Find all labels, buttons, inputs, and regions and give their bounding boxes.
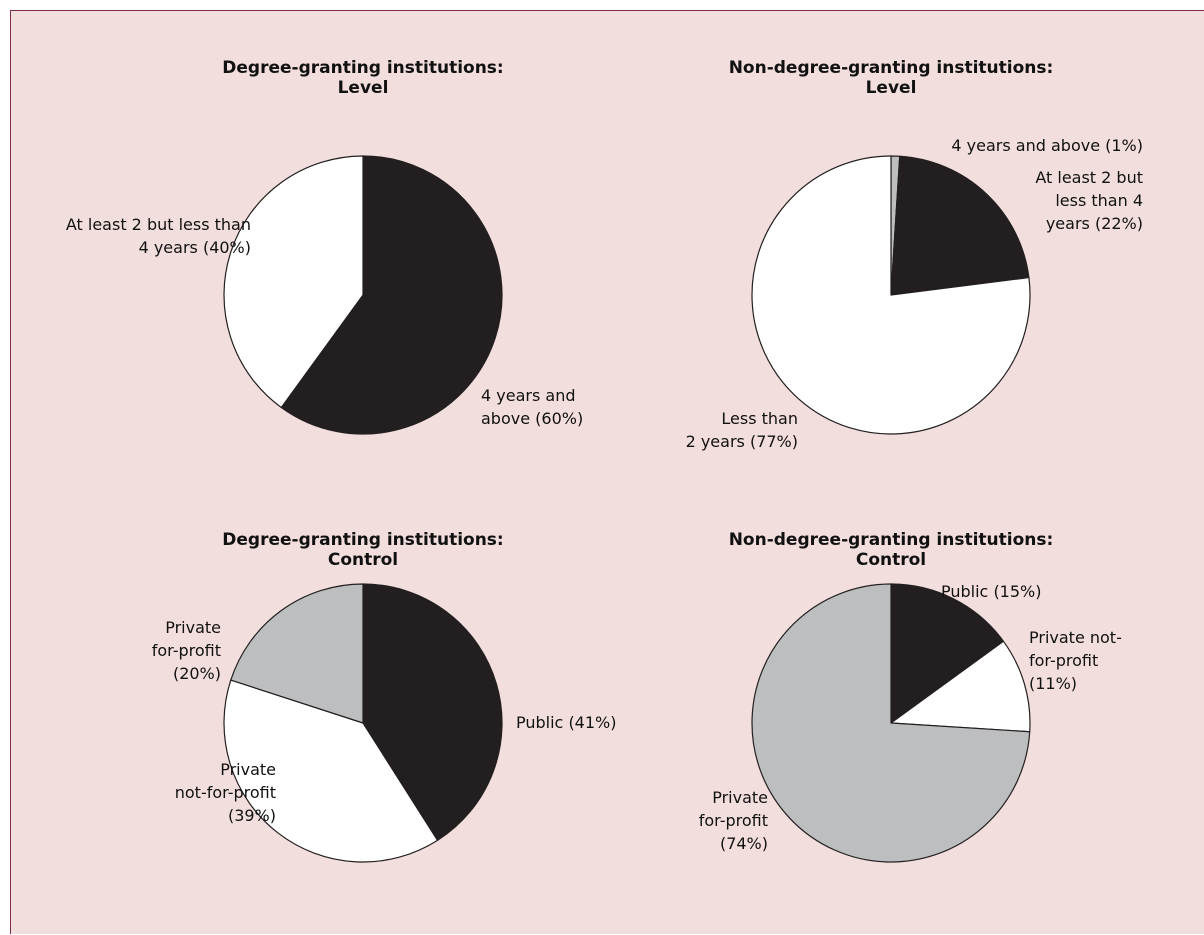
pie-slice-private-not-for-profit — [890, 640, 1031, 733]
pie-slice-private-for-profit — [751, 583, 1031, 863]
pie-slice-public — [890, 583, 1005, 724]
pie-chart-3: Degree-granting institutions:Control Publ… — [152, 530, 616, 863]
slice-label-at-least-2-but-less-than-4-years: At least 2 but less than 4 years (40%) — [66, 215, 251, 257]
slice-label-private-for-profit: Private for-profit (74%) — [699, 788, 768, 853]
chart-title-line: Degree-granting institutions: — [222, 530, 503, 550]
slice-label-4-years-and-above: 4 years and above (60%) — [481, 386, 583, 428]
pie-slice-4-years-and-above — [280, 155, 503, 435]
pie-chart-4: Non-degree-granting institutions:Control… — [699, 530, 1122, 863]
slice-label-4-years-and-above: 4 years and above (1%) — [951, 136, 1143, 155]
pie-chart-2: Non-degree-granting institutions:Level 4 … — [686, 58, 1143, 451]
pie-slice-at-least-2-but-less-than-4-years — [890, 155, 1030, 296]
slice-label-at-least-2-but-less-than-4-years: At least 2 but less than 4 years (22%) — [1035, 168, 1143, 233]
slice-label-public: Public (15%) — [941, 582, 1041, 601]
slice-label-less-than-2-years: Less than 2 years (77%) — [686, 409, 798, 451]
slice-label-public: Public (41%) — [516, 713, 616, 732]
pie-slice-less-than-2-years — [751, 155, 1031, 435]
pie-slice-at-least-2-but-less-than-4-years — [223, 155, 364, 409]
chart-title-line: Control — [328, 550, 398, 570]
chart-title-line: Level — [338, 78, 389, 98]
slice-label-private-for-profit: Private for-profit (20%) — [152, 618, 221, 683]
chart-title-line: Level — [866, 78, 917, 98]
pie-slice-private-not-for-profit — [223, 679, 439, 863]
slice-label-private-not-for-profit: Private not-for-profit (11%) — [1029, 628, 1122, 693]
pie-chart-1: Degree-granting institutions:Level 4 year… — [66, 58, 583, 435]
pie-slice-public — [362, 583, 503, 841]
chart-title-line: Control — [856, 550, 926, 570]
chart-title-line: Non-degree-granting institutions: — [729, 530, 1054, 550]
chart-title-line: Non-degree-granting institutions: — [729, 58, 1054, 78]
pie-slice-private-for-profit — [230, 583, 364, 724]
slice-label-private-not-for-profit: Private not-for-profit (39%) — [175, 760, 276, 825]
chart-title-line: Degree-granting institutions: — [222, 58, 503, 78]
chart-panel: Degree-granting institutions: Level 4 year… — [10, 10, 1204, 934]
